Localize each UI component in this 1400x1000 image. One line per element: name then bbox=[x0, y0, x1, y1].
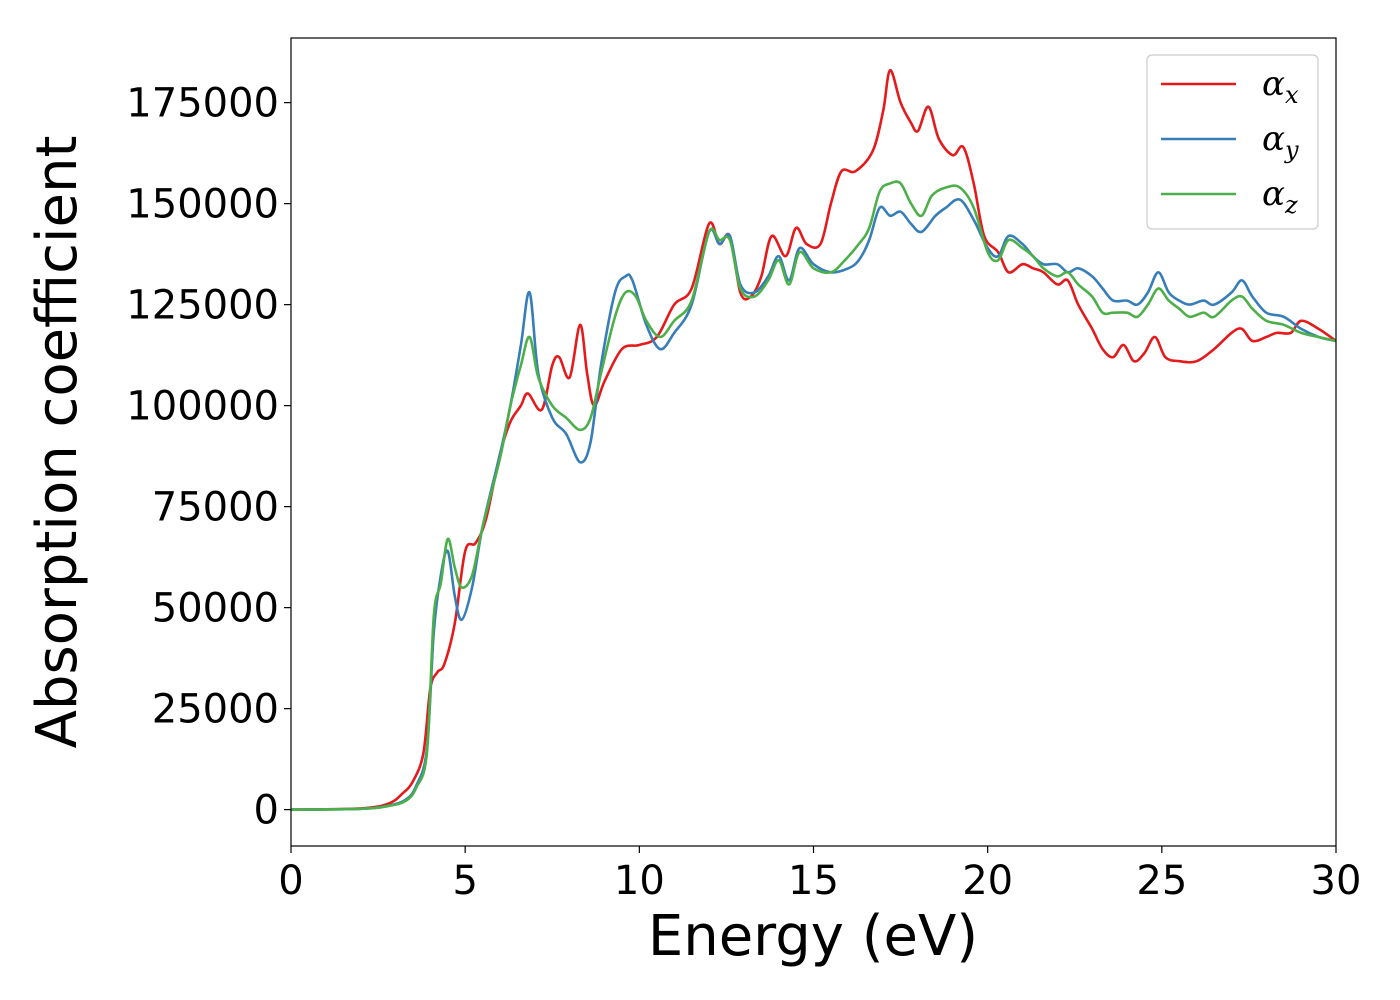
y-axis-label: Absorption coefficient bbox=[25, 136, 90, 749]
legend-box bbox=[1146, 54, 1319, 230]
x-tick-label: 10 bbox=[614, 858, 665, 904]
x-tick-label: 20 bbox=[962, 858, 1013, 904]
y-tick-label: 100000 bbox=[126, 384, 279, 430]
ticks-layer: 0 5 10 15 20 25 30 0 25000 50000 75000 100000 125000… bbox=[126, 81, 1361, 904]
y-tick-label: 0 bbox=[254, 788, 279, 834]
legend-label-y: αy bbox=[1262, 119, 1299, 164]
series-line-z bbox=[290, 180, 1337, 811]
x-axis-label: Energy (eV) bbox=[648, 904, 978, 969]
y-tick-label: 125000 bbox=[126, 283, 279, 329]
x-tick-label: 15 bbox=[788, 858, 839, 904]
y-tick-label: 50000 bbox=[152, 586, 279, 632]
series-line-y bbox=[290, 197, 1337, 811]
x-tick-label: 0 bbox=[278, 858, 303, 904]
y-tick-label: 175000 bbox=[126, 81, 279, 127]
x-tick-label: 5 bbox=[452, 858, 477, 904]
x-tick-label: 30 bbox=[1311, 858, 1362, 904]
y-tick-label: 150000 bbox=[126, 182, 279, 228]
series-layer bbox=[290, 68, 1337, 811]
x-tick-label: 25 bbox=[1136, 858, 1187, 904]
y-tick-label: 75000 bbox=[152, 485, 279, 531]
legend-label-x: αx bbox=[1262, 64, 1299, 109]
y-tick-label: 25000 bbox=[152, 687, 279, 733]
